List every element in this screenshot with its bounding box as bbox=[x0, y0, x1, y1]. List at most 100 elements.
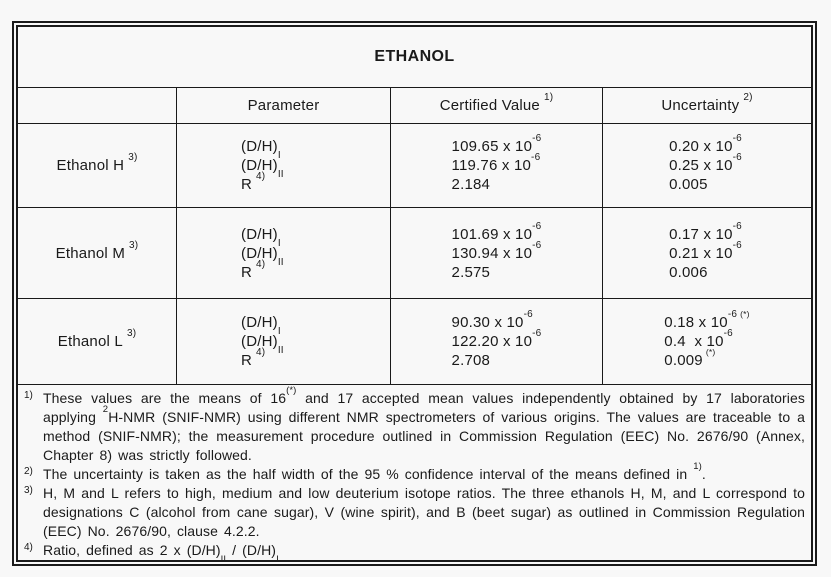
parameter-subscript: II bbox=[277, 169, 284, 180]
parameter-text: R bbox=[241, 176, 253, 193]
footnote-text-segment: H-NMR (SNIF-NMR) using different NMR spe… bbox=[43, 409, 805, 463]
header-cell-parameter: Parameter bbox=[176, 88, 390, 123]
certified-value: 122.20 x 10 bbox=[451, 333, 533, 350]
header-uncertainty-footnote-ref: 2) bbox=[743, 92, 753, 103]
footnotes-section: 1) These values are the means of 16(*) a… bbox=[18, 384, 811, 560]
parameter-subscript: II bbox=[277, 345, 284, 356]
parameter-text: R bbox=[241, 263, 253, 281]
table-title-text: ETHANOL bbox=[374, 48, 455, 65]
asterisk-note: (*) bbox=[740, 309, 750, 319]
certified-value: 2.708 bbox=[451, 352, 491, 369]
footnote-superscript: 2 bbox=[102, 404, 109, 416]
footnote-superscript: (*) bbox=[286, 385, 297, 397]
parameter-cell-ethanol-m: (D/H)I (D/H)II R 4) bbox=[176, 207, 390, 298]
header-cell-empty bbox=[18, 88, 176, 123]
uncertainty-value: 0.4 x 10 bbox=[664, 333, 724, 350]
certified-value-cell-ethanol-m: 101.69 x 10-6 130.94 x 10-6 2.575 bbox=[390, 207, 602, 298]
footnote-1-marker: 1) bbox=[24, 390, 33, 401]
exponent: -6 bbox=[727, 309, 738, 320]
parameter-subscript: II bbox=[277, 256, 284, 268]
certified-value-cell-ethanol-l: 90.30 x 10-6 122.20 x 10-6 2.708 bbox=[390, 298, 602, 384]
row-label-footnote-ref: 3) bbox=[126, 328, 137, 339]
parameter-text: (D/H) bbox=[241, 138, 278, 155]
exponent: -6 bbox=[531, 152, 541, 163]
certified-value: 109.65 x 10 bbox=[451, 138, 533, 155]
parameter-cell-ethanol-l: (D/H)I (D/H)II R 4) bbox=[176, 298, 390, 384]
row-label-ethanol-h: Ethanol H 3) bbox=[18, 123, 176, 207]
footnote-text-segment: . bbox=[701, 466, 706, 482]
row-label-footnote-ref: 3) bbox=[128, 152, 138, 163]
footnote-text-segment: Ratio, defined as 2 x (D/H) bbox=[43, 542, 221, 558]
certified-value: 2.184 bbox=[451, 176, 491, 193]
footnote-2: 2) The uncertainty is taken as the half … bbox=[22, 462, 805, 484]
row-label-ethanol-m: Ethanol M 3) bbox=[18, 207, 176, 298]
certified-value: 130.94 x 10 bbox=[451, 244, 533, 262]
certificate-table-border: ETHANOL Parameter Certified Value 1) Unce… bbox=[16, 25, 813, 562]
uncertainty-cell-ethanol-m: 0.17 x 10-6 0.21 x 10-6 0.006 bbox=[602, 207, 811, 298]
footnote-subscript: II bbox=[220, 553, 227, 560]
header-cell-uncertainty: Uncertainty 2) bbox=[602, 88, 811, 123]
uncertainty-cell-ethanol-h: 0.20 x 10-6 0.25 x 10-6 0.005 bbox=[602, 123, 811, 207]
parameter-text: (D/H) bbox=[241, 314, 278, 331]
footnote-text-segment: and 17 accepted mean values independentl… bbox=[43, 390, 805, 425]
uncertainty-value: 0.18 x 10 bbox=[664, 314, 728, 331]
parameter-subscript: I bbox=[277, 237, 281, 249]
uncertainty-value: 0.25 x 10 bbox=[669, 157, 733, 174]
uncertainty-value: 0.005 bbox=[669, 176, 708, 193]
exponent: -6 bbox=[532, 133, 542, 144]
row-label-text: Ethanol M bbox=[55, 244, 126, 262]
footnote-superscript: 1) bbox=[693, 461, 702, 473]
uncertainty-value: 0.21 x 10 bbox=[669, 244, 733, 262]
footnote-1-text: These values are the means of 16(*) and … bbox=[43, 386, 805, 465]
footnote-text-segment: / (D/H) bbox=[226, 542, 277, 558]
exponent: -6 bbox=[723, 328, 733, 339]
footnote-text-segment: These values are the means of 16 bbox=[43, 390, 287, 406]
certified-value: 101.69 x 10 bbox=[451, 225, 533, 243]
parameter-text: (D/H) bbox=[241, 333, 278, 350]
header-cell-certified-value: Certified Value 1) bbox=[390, 88, 602, 123]
header-parameter-label: Parameter bbox=[247, 97, 320, 114]
parameter-text: (D/H) bbox=[241, 244, 278, 262]
certified-value: 119.76 x 10 bbox=[451, 157, 532, 174]
exponent: -6 bbox=[732, 220, 742, 232]
certified-value: 90.30 x 10 bbox=[451, 314, 524, 331]
exponent: -6 bbox=[532, 220, 542, 232]
certificate-frame: ETHANOL Parameter Certified Value 1) Unce… bbox=[12, 21, 817, 566]
footnote-4-text: Ratio, defined as 2 x (D/H)II / (D/H)I bbox=[43, 541, 805, 560]
footnote-3: 3) H, M and L refers to high, medium and… bbox=[22, 484, 805, 541]
row-label-text: Ethanol L bbox=[57, 333, 123, 350]
footnote-2-text: The uncertainty is taken as the half wid… bbox=[43, 462, 805, 484]
footnote-1: 1) These values are the means of 16(*) a… bbox=[22, 386, 805, 465]
parameter-subscript: I bbox=[277, 150, 281, 161]
header-certified-label: Certified Value bbox=[439, 97, 540, 114]
exponent: -6 bbox=[732, 133, 742, 144]
footnote-text-segment: The uncertainty is taken as the half wid… bbox=[43, 466, 694, 482]
uncertainty-value: 0.009 bbox=[664, 352, 703, 369]
footnote-4: 4) Ratio, defined as 2 x (D/H)II / (D/H)… bbox=[22, 541, 805, 560]
header-certified-footnote-ref: 1) bbox=[543, 92, 554, 103]
certificate-table: ETHANOL Parameter Certified Value 1) Unce… bbox=[18, 27, 811, 560]
parameter-footnote-ref: 4) bbox=[256, 258, 266, 270]
parameter-cell-ethanol-h: (D/H)I (D/H)II R 4) bbox=[176, 123, 390, 207]
exponent: -6 bbox=[532, 328, 542, 339]
uncertainty-value: 0.17 x 10 bbox=[669, 225, 733, 243]
row-label-text: Ethanol H bbox=[56, 157, 125, 174]
parameter-text: R bbox=[241, 352, 253, 369]
parameter-text: (D/H) bbox=[241, 157, 278, 174]
row-label-ethanol-l: Ethanol L 3) bbox=[18, 298, 176, 384]
footnote-2-marker: 2) bbox=[24, 466, 33, 477]
footnote-3-text: H, M and L refers to high, medium and lo… bbox=[43, 484, 805, 541]
row-label-footnote-ref: 3) bbox=[129, 239, 139, 251]
header-uncertainty-label: Uncertainty bbox=[661, 97, 740, 114]
certified-value: 2.575 bbox=[451, 263, 491, 281]
certified-value-cell-ethanol-h: 109.65 x 10-6 119.76 x 10-6 2.184 bbox=[390, 123, 602, 207]
parameter-subscript: I bbox=[277, 326, 281, 337]
parameter-text: (D/H) bbox=[241, 225, 278, 243]
exponent: -6 bbox=[523, 309, 533, 320]
uncertainty-cell-ethanol-l: 0.18 x 10-6 (*) 0.4 x 10-6 0.009 (*) bbox=[602, 298, 811, 384]
parameter-footnote-ref: 4) bbox=[256, 171, 266, 182]
asterisk-note: (*) bbox=[705, 347, 716, 357]
footnote-4-marker: 4) bbox=[24, 542, 33, 553]
exponent: -6 bbox=[532, 239, 542, 251]
